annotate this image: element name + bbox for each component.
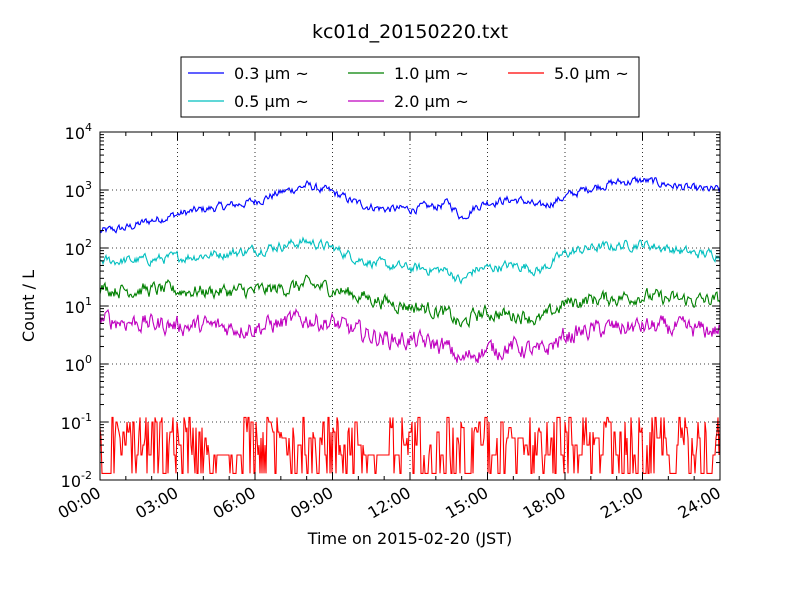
y-tick-label: 104: [65, 121, 92, 143]
x-axis-label: Time on 2015-02-20 (JST): [307, 529, 512, 548]
legend: 0.3 μm ~ 0.5 μm ~ 1.0 μm ~ 2.0 μm ~ 5.0 μm ~: [180, 56, 640, 118]
y-tick-label: 100: [65, 353, 92, 375]
series-layer: [99, 175, 721, 474]
series-line-2: [99, 274, 721, 329]
y-ticks: 10-2 10-1 100 101 102 103 104: [61, 121, 720, 491]
y-tick-label: 102: [65, 237, 92, 259]
legend-label: 5.0 μm ~: [554, 64, 629, 83]
y-axis-label: Count / L: [19, 270, 38, 342]
series-line-1: [99, 236, 721, 285]
series-line-4: [99, 416, 721, 474]
chart-title: kc01d_20150220.txt: [312, 21, 508, 43]
legend-label: 0.5 μm ~: [234, 92, 309, 111]
series-line-3: [99, 307, 721, 364]
y-tick-label: 101: [65, 295, 92, 317]
y-tick-label: 10-2: [61, 469, 92, 491]
legend-box: [180, 56, 640, 118]
legend-label: 2.0 μm ~: [394, 92, 469, 111]
y-tick-label: 103: [65, 179, 92, 201]
series-line-0: [99, 175, 721, 234]
legend-label: 1.0 μm ~: [394, 64, 469, 83]
legend-label: 0.3 μm ~: [234, 64, 309, 83]
y-tick-label: 10-1: [61, 411, 92, 433]
